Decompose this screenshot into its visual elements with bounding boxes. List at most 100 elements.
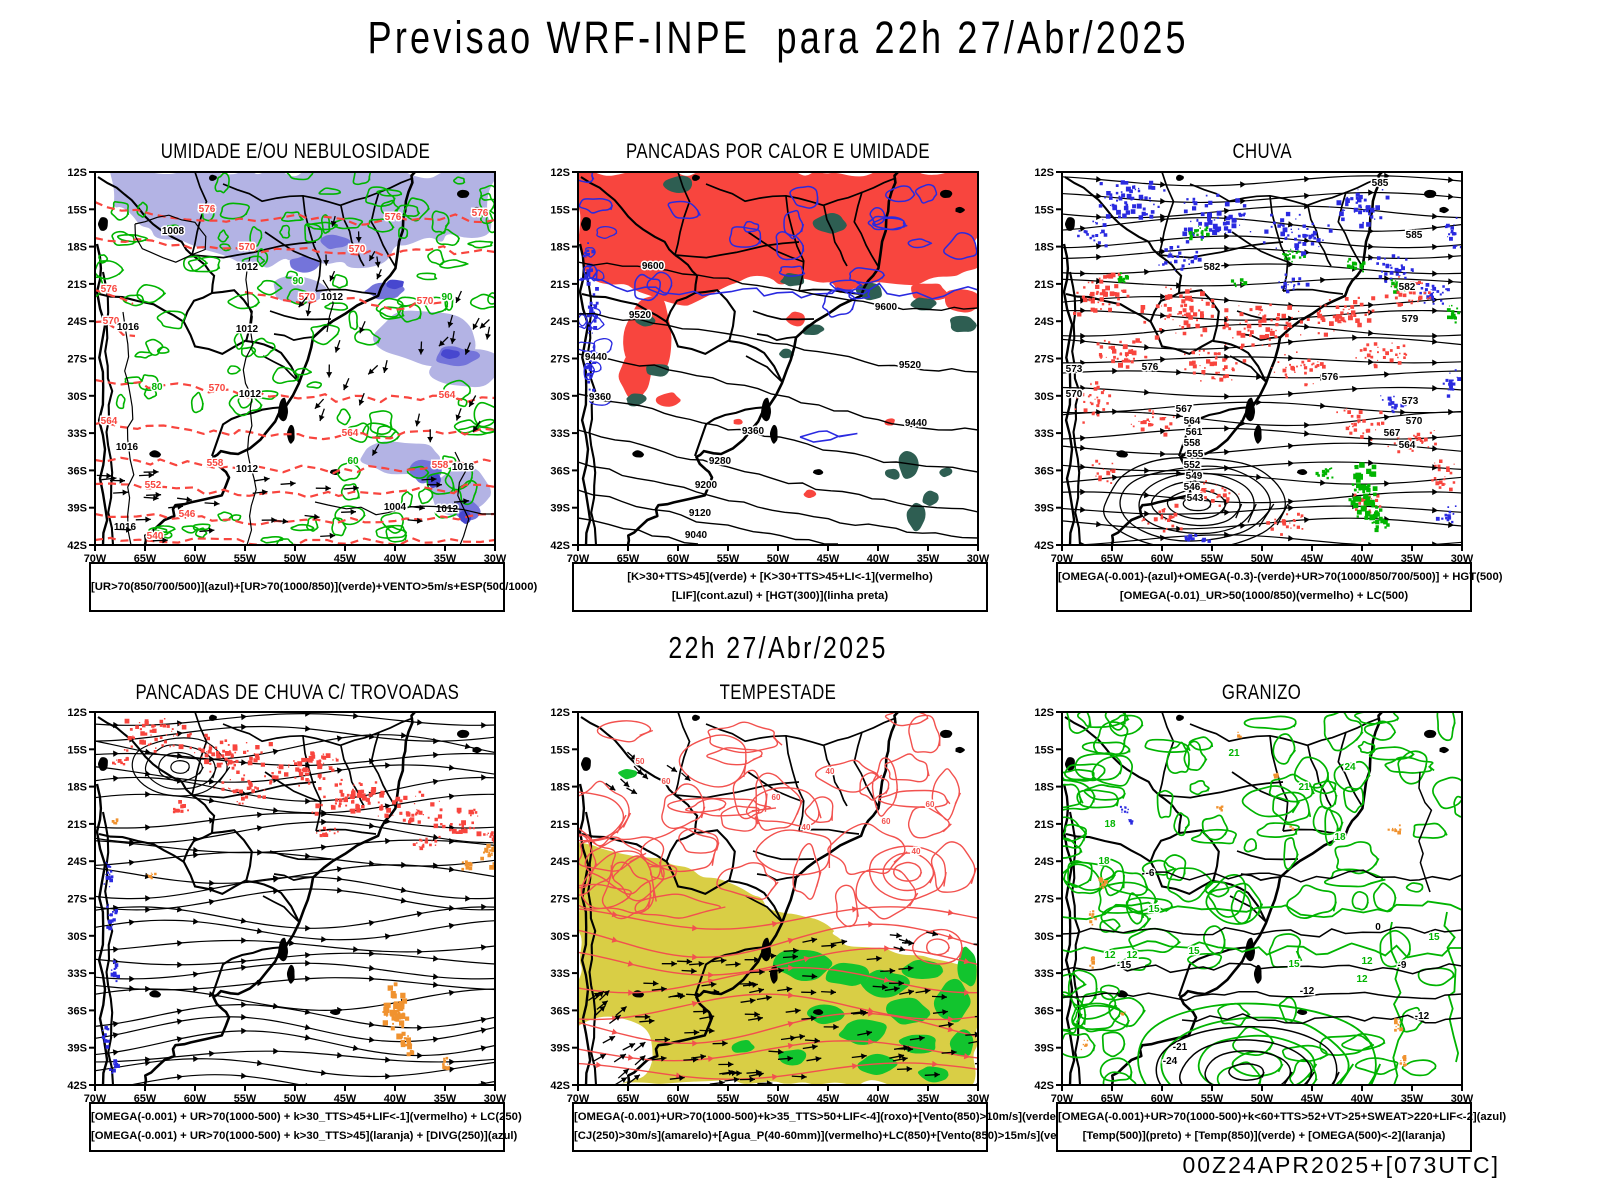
contour-line	[1141, 869, 1462, 883]
legend-text: [K>30+TTS>45](verde) + [K>30+TTS>45+LI<-…	[627, 571, 933, 583]
contour-label: -6	[1146, 868, 1155, 879]
contour-scribbles	[1117, 925, 1456, 1085]
state-border	[262, 895, 299, 922]
country-border	[581, 292, 668, 323]
contour-label: 9360	[742, 426, 765, 437]
lat-label: 30S	[1034, 391, 1054, 403]
contour-label: 1004	[384, 502, 407, 513]
streamline	[1062, 401, 1462, 414]
contour-line	[1389, 921, 1406, 1085]
lat-label: 24S	[1034, 856, 1054, 868]
state-border	[264, 231, 322, 263]
closed-contour	[170, 759, 190, 774]
lat-label: 39S	[550, 503, 570, 515]
contour-label: 570	[103, 316, 120, 327]
contour-label: 40	[802, 823, 811, 832]
contour-label: 576	[1142, 362, 1159, 373]
contour-label: 9440	[905, 418, 928, 429]
country-border	[728, 339, 783, 383]
country-border	[97, 176, 193, 256]
contour-label: 9600	[642, 261, 665, 272]
lat-label: 18S	[67, 242, 87, 254]
closed-contour	[1137, 1002, 1382, 1085]
lat-label: 15S	[550, 744, 570, 756]
streamline	[1062, 491, 1462, 504]
contour-label: 18	[1334, 832, 1346, 843]
streamline	[95, 988, 495, 1011]
pacific-coastline	[1062, 243, 1076, 545]
closed-contour	[1155, 1025, 1340, 1085]
state-border	[370, 731, 396, 807]
panel-title-pancadas-calor: PANCADAS POR CALOR E UMIDADE	[578, 140, 978, 164]
streamline	[95, 821, 495, 844]
streamline	[95, 793, 495, 814]
contour-label: 9520	[899, 360, 922, 371]
wind-vector-heads	[106, 469, 469, 544]
contour-label: 570	[417, 296, 434, 307]
filled-patches	[618, 283, 978, 499]
state-border	[302, 735, 322, 832]
lat-label: 33S	[550, 968, 570, 980]
lat-label: 27S	[67, 354, 87, 366]
state-border	[752, 310, 815, 321]
contour-label: 9360	[589, 392, 612, 403]
streamline	[95, 876, 495, 900]
lat-label: 33S	[1034, 968, 1054, 980]
state-border	[798, 288, 860, 295]
contour-label: -21	[1173, 1042, 1188, 1053]
contour-scribbles	[578, 172, 978, 318]
streamline	[578, 993, 978, 1021]
lat-label: 42S	[67, 540, 87, 552]
streamline	[95, 1016, 495, 1043]
streamline	[1062, 427, 1462, 440]
closed-contour	[911, 928, 964, 965]
lat-label: 24S	[550, 316, 570, 328]
state-border	[1240, 333, 1281, 341]
contour-line	[578, 261, 978, 312]
panel-title-text: GRANIZO	[1222, 681, 1302, 704]
contour-label: 561	[1186, 427, 1203, 438]
contour-line	[95, 288, 134, 305]
contour-line	[244, 290, 446, 312]
contour-line	[95, 420, 495, 441]
panel-title-text: PANCADAS POR CALOR E UMIDADE	[625, 140, 930, 163]
streamline-arrowheads	[596, 906, 970, 1081]
contour-label: 570	[1066, 389, 1083, 400]
streamline	[95, 1030, 495, 1057]
state-border	[785, 735, 805, 832]
lat-label: 36S	[67, 465, 87, 477]
contour-line	[95, 536, 495, 545]
contour-label: 50	[636, 757, 645, 766]
contour-label: -12	[1415, 1011, 1430, 1022]
panel-title-pancadas-trovoadas: PANCADAS DE CHUVA C/ TROVOADAS	[95, 681, 495, 705]
contour-label: 40	[912, 847, 921, 856]
streamline	[578, 1062, 978, 1080]
contour-line	[1062, 990, 1462, 1002]
country-border	[1068, 811, 1082, 1085]
streamline	[1062, 411, 1462, 427]
streamline	[578, 923, 978, 958]
streamline	[95, 712, 495, 726]
contour-scribbles	[331, 401, 495, 543]
state-border	[1158, 241, 1284, 259]
panel-title-text: PANCADAS DE CHUVA C/ TROVOADAS	[135, 681, 460, 704]
pacific-coastline	[578, 783, 592, 1085]
country-border	[1178, 405, 1254, 457]
streamline	[95, 977, 495, 991]
lat-label: 39S	[67, 503, 87, 515]
country-border	[1065, 292, 1152, 323]
contour-label: 9120	[689, 508, 712, 519]
state-border	[302, 195, 322, 292]
contour-label: 576	[101, 284, 118, 295]
contour-line	[242, 256, 257, 545]
lat-label: 39S	[1034, 1043, 1054, 1055]
streamline	[95, 1058, 495, 1078]
state-border	[823, 205, 848, 267]
legend-box-umidade: [UR>70(850/700/500)](azul)+[UR>70(1000/8…	[89, 562, 537, 612]
country-border	[665, 829, 736, 896]
contour-label: 15	[1288, 959, 1300, 970]
streamline	[95, 888, 495, 911]
streamline	[95, 734, 495, 760]
contour-line	[578, 312, 978, 373]
contour-line	[454, 451, 470, 545]
